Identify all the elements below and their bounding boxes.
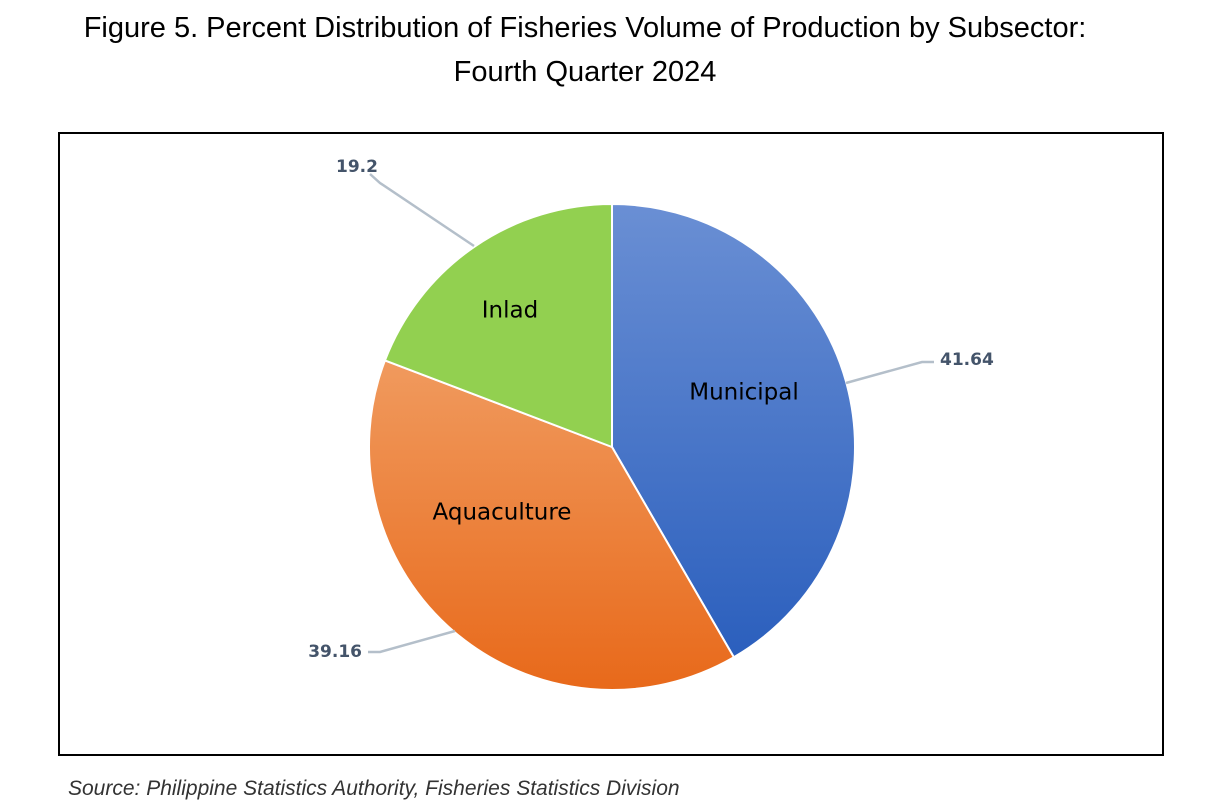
slice-value-label-municipal: 41.64: [940, 350, 994, 370]
leader-line-inlad: [369, 173, 475, 248]
figure-title-line-1: Figure 5. Percent Distribution of Fisher…: [83, 12, 1087, 44]
leader-line-aquaculture: [368, 629, 456, 654]
figure-title-line-2: Fourth Quarter 2024: [453, 56, 717, 88]
slice-category-label-municipal: Municipal: [689, 380, 799, 406]
slice-value-label-inlad: 19.2: [336, 157, 378, 177]
slice-value-label-aquaculture: 39.16: [308, 642, 362, 662]
figure-title: Figure 5. Percent Distribution of Fisher…: [0, 6, 1170, 94]
leader-line-municipal: [845, 360, 934, 385]
pie-slice-inlad: [383, 202, 613, 449]
source-note: Source: Philippine Statistics Authority,…: [68, 777, 680, 800]
slice-category-label-aquaculture: Aquaculture: [433, 500, 572, 526]
slice-category-label-inlad: Inlad: [482, 298, 538, 324]
